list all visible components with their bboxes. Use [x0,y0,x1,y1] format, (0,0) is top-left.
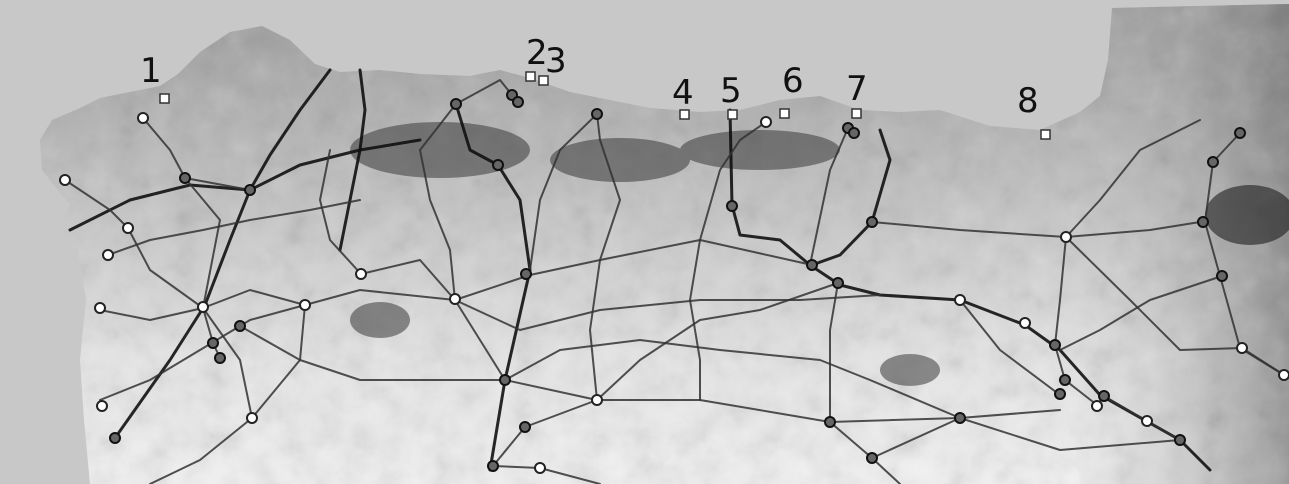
town-marker [450,98,462,110]
town-marker [954,412,966,424]
town-marker [122,222,134,234]
town-marker [355,268,367,280]
town-marker [102,249,114,261]
town-marker [832,277,844,289]
town-marker [179,172,191,184]
town-marker [1059,374,1071,386]
town-marker [726,200,738,212]
town-marker [1234,127,1246,139]
relief-texture [40,4,1289,484]
town-marker [109,432,121,444]
town-marker [1098,390,1110,402]
site-label-5: 5 [720,71,742,111]
town-marker [866,216,878,228]
town-marker [492,159,504,171]
town-marker [1060,231,1072,243]
site-label-3: 3 [545,41,567,81]
town-marker [1236,342,1248,354]
site-label-7: 7 [846,69,868,109]
town-marker [520,268,532,280]
town-marker [214,352,226,364]
town-marker [1054,388,1066,400]
town-marker [866,452,878,464]
town-marker [591,108,603,120]
town-marker [760,116,772,128]
town-marker [94,302,106,314]
mountain-ridges [350,122,1289,386]
town-marker [1091,400,1103,412]
town-marker [1207,156,1219,168]
town-marker [96,400,108,412]
town-marker [806,259,818,271]
town-marker [1197,216,1209,228]
town-marker [954,294,966,306]
town-marker [1278,369,1289,381]
town-marker [1141,415,1153,427]
town-marker [1174,434,1186,446]
site-marker-4 [679,109,690,120]
town-marker [137,112,149,124]
towns-dark [109,89,1246,472]
site-labels: 1 2 3 4 5 6 7 8 [140,33,1039,121]
town-marker [299,299,311,311]
town-marker [244,184,256,196]
towns-white [59,112,1289,474]
town-marker [824,416,836,428]
site-marker-6 [779,108,790,119]
site-marker-3 [538,75,549,86]
town-marker [519,421,531,433]
town-marker [1216,270,1228,282]
site-marker-2 [525,71,536,82]
site-marker-1 [159,93,170,104]
site-label-8: 8 [1017,81,1039,121]
town-marker [591,394,603,406]
town-marker [449,293,461,305]
town-marker [534,462,546,474]
site-marker-8 [1040,129,1051,140]
town-marker [499,374,511,386]
town-marker [848,127,860,139]
town-marker [246,412,258,424]
town-marker [207,337,219,349]
town-marker [197,301,209,313]
site-marker-5 [727,109,738,120]
site-markers [159,71,1051,140]
site-label-2: 2 [526,33,548,73]
site-marker-7 [851,108,862,119]
site-label-4: 4 [672,73,694,113]
town-marker [234,320,246,332]
town-marker [1019,317,1031,329]
town-marker [59,174,71,186]
site-label-1: 1 [140,51,162,91]
town-marker [512,96,524,108]
site-label-6: 6 [782,61,804,101]
town-marker [1049,339,1061,351]
town-marker [487,460,499,472]
